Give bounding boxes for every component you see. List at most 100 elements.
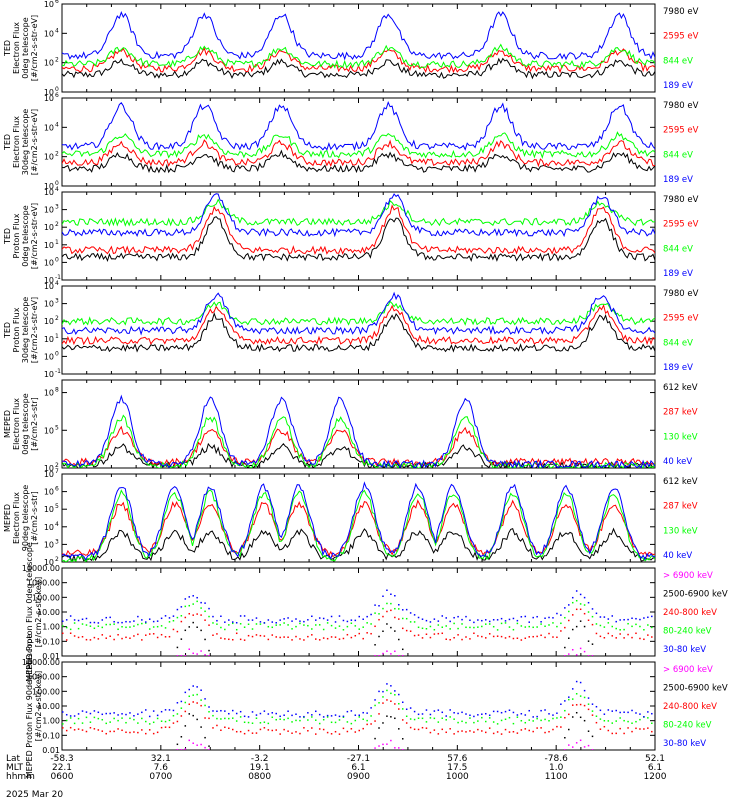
data-point (303, 727, 305, 729)
data-point (168, 635, 171, 638)
data-point (378, 618, 380, 621)
y-tick-exponent: 2 (55, 151, 59, 158)
data-point (208, 711, 210, 713)
data-point (560, 703, 562, 705)
data-point (121, 713, 123, 715)
data-point (615, 732, 617, 735)
data-point (374, 612, 376, 614)
data-point (587, 611, 590, 613)
data-point (429, 625, 432, 628)
data-point (409, 612, 412, 614)
y-axis-label: TED Proton Flux 30deg telescope [#/cm2-s-st… (3, 297, 39, 364)
data-point (544, 617, 546, 619)
data-point (481, 713, 483, 715)
y-axis-label-line: Proton Flux (12, 213, 21, 258)
data-point (508, 731, 511, 733)
data-point (520, 639, 523, 641)
data-point (192, 621, 194, 624)
data-point (575, 608, 578, 611)
data-point (591, 714, 594, 716)
data-point (615, 709, 617, 712)
data-point (556, 717, 558, 719)
data-point (548, 632, 550, 635)
data-point (295, 618, 297, 620)
data-point (311, 615, 313, 618)
data-point (651, 626, 653, 629)
data-point (607, 729, 610, 732)
data-point (117, 714, 119, 716)
data-point (587, 601, 590, 604)
data-point (326, 622, 329, 624)
data-point (496, 619, 499, 621)
data-point (251, 732, 254, 734)
data-point (283, 714, 285, 716)
panel-frame (61, 191, 656, 281)
data-point (77, 636, 80, 639)
data-point (168, 617, 171, 619)
y-tick-exponent: 5 (55, 424, 59, 431)
data-point (287, 636, 289, 638)
legend-entry: 2595 eV (663, 314, 699, 324)
data-point (441, 728, 444, 731)
data-point (192, 714, 194, 717)
data-point (631, 730, 633, 733)
panel-frame (61, 97, 656, 187)
data-point (374, 720, 376, 722)
data-point (184, 629, 187, 632)
data-point (188, 612, 191, 615)
data-point (184, 655, 187, 656)
data-point (85, 730, 88, 733)
data-point (243, 626, 246, 628)
data-point (386, 715, 388, 717)
data-point (129, 712, 131, 714)
data-point (168, 719, 171, 722)
series-line (62, 394, 655, 468)
data-point (172, 615, 175, 617)
data-point (366, 632, 368, 634)
data-point (595, 721, 598, 724)
data-point (394, 594, 396, 597)
data-point (204, 619, 206, 621)
data-point (437, 624, 440, 626)
data-point (346, 730, 349, 733)
data-point (481, 730, 483, 732)
data-point (247, 729, 250, 732)
y-tick-exponent: 1 (55, 333, 59, 340)
data-point (378, 635, 380, 638)
data-point (239, 615, 242, 617)
data-point (334, 714, 337, 716)
panel-frame (61, 661, 656, 751)
data-point (528, 729, 530, 732)
legend-entry: 2595 eV (663, 220, 699, 230)
data-point (93, 716, 96, 719)
data-point (326, 637, 329, 640)
data-point (354, 635, 357, 637)
data-point (346, 721, 349, 723)
data-point (192, 614, 194, 616)
data-point (500, 711, 503, 714)
data-point (461, 623, 463, 625)
data-point (255, 623, 258, 625)
y-axis-label: TED Electron Flux 30deg telescope [#/cm2-s-… (3, 109, 39, 176)
data-point (125, 636, 127, 639)
data-point (65, 713, 68, 716)
y-tick-exponent: 8 (55, 387, 59, 394)
data-point (611, 635, 614, 637)
data-point (152, 633, 155, 635)
data-point (465, 713, 467, 715)
y-tick-label: 10 (44, 558, 54, 567)
data-point (89, 625, 92, 627)
data-point (62, 727, 64, 729)
data-point (243, 639, 246, 641)
data-point (591, 703, 594, 705)
data-point (148, 618, 151, 620)
data-point (623, 637, 625, 639)
data-point (101, 626, 104, 629)
legend-entry: 7980 eV (663, 289, 699, 299)
data-point (382, 702, 384, 704)
data-point (109, 616, 111, 619)
data-point (564, 709, 566, 712)
y-tick-exponent: 3 (55, 298, 59, 305)
data-point (271, 729, 274, 732)
